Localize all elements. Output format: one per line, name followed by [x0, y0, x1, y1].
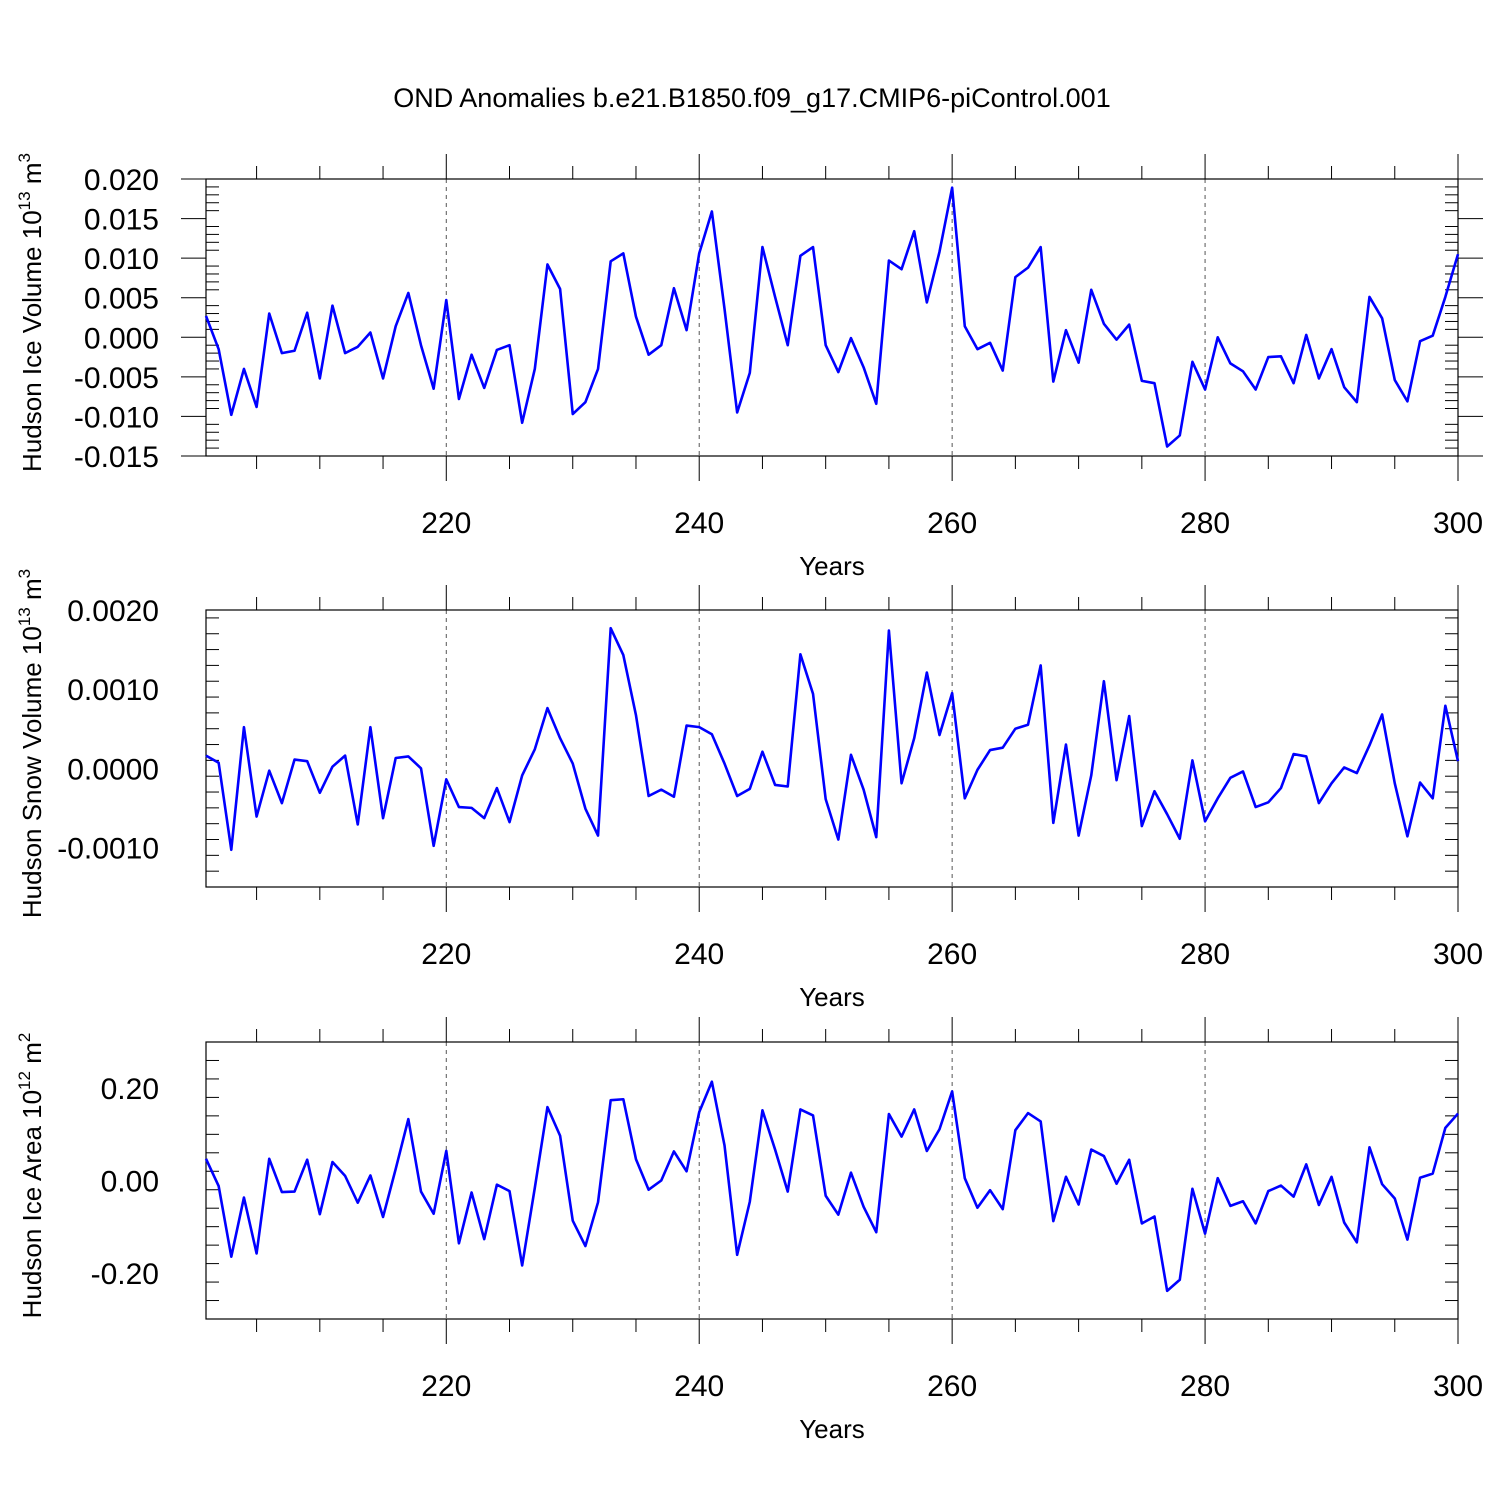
x-tick-label: 280 [1180, 507, 1230, 540]
x-tick-label: 300 [1433, 507, 1483, 540]
y-tick-label: 0.00 [101, 1166, 159, 1199]
plot-frame [205, 178, 1459, 457]
y-tick-label: 0.0010 [67, 674, 159, 707]
panel-ice-area: -0.20 0.00 0.20 220 240 260 280 300 Years Hudson … [15, 1017, 1483, 1444]
x-axis-title: Years [799, 1414, 865, 1444]
y-axis-title: Hudson Snow Volume 1013 m3 [15, 569, 47, 918]
x-tick-label: 240 [674, 507, 724, 540]
x-axis-title: Years [799, 551, 865, 581]
y-tick-label: -0.005 [74, 362, 159, 395]
series-line [204, 1080, 1459, 1293]
y-tick-label: 0.0020 [67, 595, 159, 628]
x-tick-label: 280 [1180, 938, 1230, 971]
y-tick-label: -0.0010 [57, 832, 159, 865]
x-tick-label: 280 [1180, 1370, 1230, 1403]
y-axis-title: Hudson Ice Area 1012 m2 [15, 1033, 47, 1319]
panel-ice-volume: -0.015 -0.010 -0.005 0.000 0.005 0.010 0.015 0.… [15, 153, 1483, 581]
y-tick-label: -0.20 [91, 1258, 159, 1291]
y-axis-title: Hudson Ice Volume 1013 m3 [15, 153, 47, 472]
plot-frame [205, 1041, 1459, 1320]
y-tick-label: 0.000 [84, 322, 159, 355]
x-tick-label: 240 [674, 1370, 724, 1403]
x-tick-label: 300 [1433, 1370, 1483, 1403]
y-tick-label: 0.015 [84, 204, 159, 237]
x-axis-title: Years [799, 982, 865, 1012]
series-line [204, 186, 1460, 448]
y-tick-label: 0.20 [101, 1073, 159, 1106]
y-tick-label: 0.010 [84, 243, 159, 276]
x-tick-label: 220 [421, 938, 471, 971]
y-tick-label: 0.0000 [67, 753, 159, 786]
figure-title: OND Anomalies b.e21.B1850.f09_g17.CMIP6-… [393, 83, 1110, 113]
plot-frame [205, 609, 1459, 888]
x-tick-label: 300 [1433, 938, 1483, 971]
y-tick-label: -0.015 [74, 441, 159, 474]
x-tick-label: 260 [927, 1370, 977, 1403]
x-tick-label: 220 [421, 1370, 471, 1403]
x-tick-label: 220 [421, 507, 471, 540]
y-tick-label: 0.020 [84, 164, 159, 197]
x-tick-label: 260 [927, 938, 977, 971]
y-tick-label: -0.010 [74, 401, 159, 434]
y-tick-label: 0.005 [84, 283, 159, 316]
series-line [205, 626, 1460, 852]
x-tick-label: 240 [674, 938, 724, 971]
x-tick-label: 260 [927, 507, 977, 540]
panel-snow-volume: -0.0010 0.0000 0.0010 0.0020 220 240 260 280 300… [15, 569, 1483, 1012]
